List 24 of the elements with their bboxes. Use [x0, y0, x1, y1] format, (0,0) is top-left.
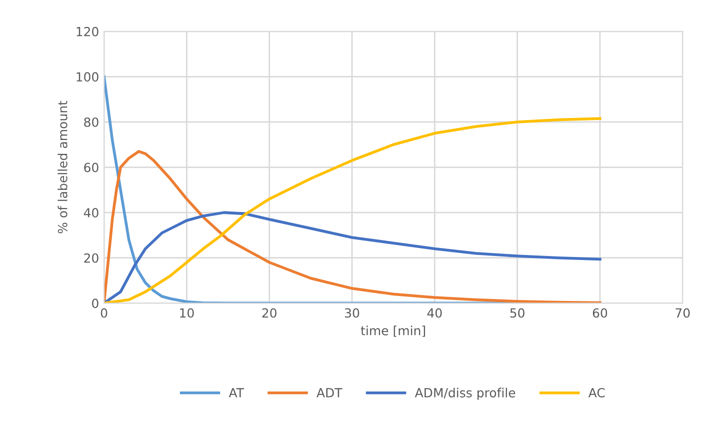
line-series — [104, 211, 602, 304]
y-tick-label: 60 — [84, 162, 98, 172]
legend-label: AT — [228, 388, 244, 398]
legend-label: ADT — [316, 388, 342, 398]
y-tick-label: 20 — [84, 253, 98, 263]
x-tick-label: 60 — [592, 308, 608, 318]
x-tick-label: 0 — [100, 308, 108, 318]
x-tick-label: 40 — [427, 308, 442, 318]
legend-label: AC — [588, 388, 605, 398]
x-axis-title: time [min] — [360, 326, 426, 337]
y-tick-label: 80 — [84, 117, 98, 127]
legend-label: ADM/diss profile — [414, 388, 516, 400]
x-tick-label: 50 — [510, 308, 524, 318]
x-tick-label: 30 — [345, 308, 360, 318]
y-tick-label: 0 — [92, 298, 98, 308]
y-tick-label: 40 — [84, 208, 98, 218]
line-series — [104, 117, 602, 304]
y-axis-title: % of labelled amount — [58, 100, 68, 234]
x-tick-label: 70 — [676, 308, 690, 318]
y-tick-label: 100 — [76, 72, 98, 82]
x-tick-label: 20 — [262, 308, 276, 318]
y-tick-label: 120 — [76, 26, 98, 36]
line-series — [104, 150, 602, 304]
x-tick-label: 10 — [180, 308, 194, 318]
